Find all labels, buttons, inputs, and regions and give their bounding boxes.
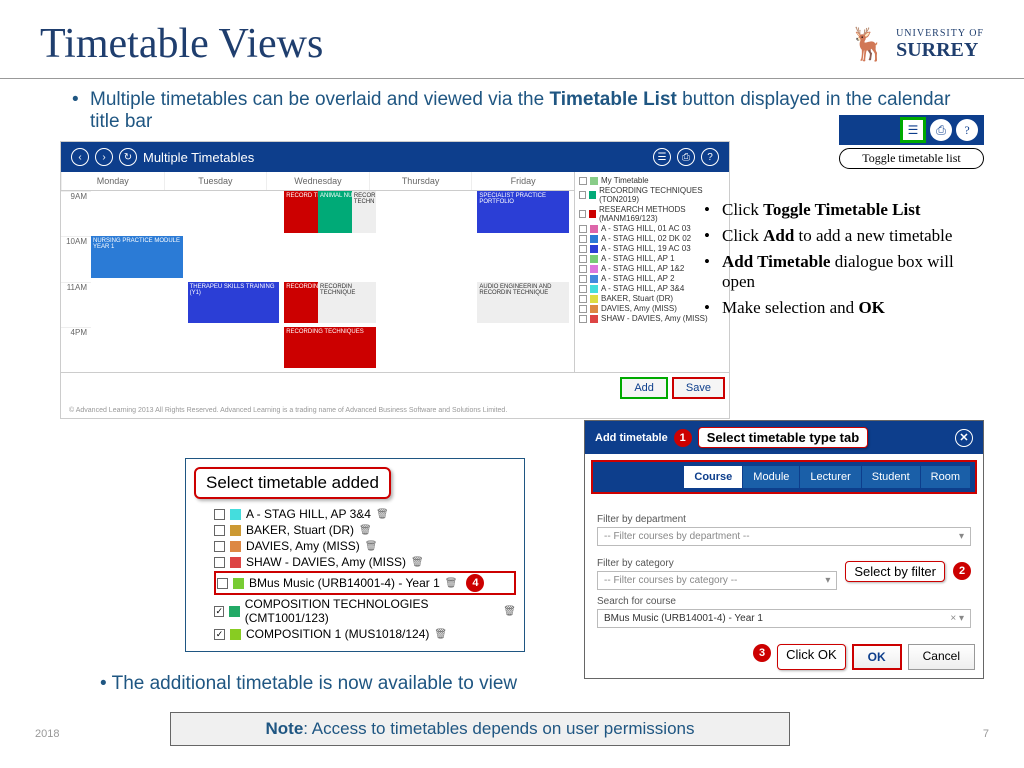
print-icon[interactable]: ⎙ xyxy=(677,148,695,166)
search-course-label: Search for course xyxy=(597,596,971,607)
copyright-text: © Advanced Learning 2013 All Rights Rese… xyxy=(61,403,729,418)
day-header: Friday xyxy=(471,172,574,190)
time-label: 11AM xyxy=(61,282,91,327)
instruction-step: Click Add to add a new timetable xyxy=(704,226,984,246)
step-badge-1: 1 xyxy=(674,429,692,447)
timetable-list-item[interactable]: BAKER, Stuart (DR) 🗑 xyxy=(214,523,516,537)
instruction-step: Add Timetable dialogue box will open xyxy=(704,252,984,292)
dialog-tabs: CourseModuleLecturerStudentRoom xyxy=(591,460,977,494)
day-header: Monday xyxy=(61,172,164,190)
dialog-tab-lecturer[interactable]: Lecturer xyxy=(800,466,861,488)
select-added-panel: Select timetable added A - STAG HILL, AP… xyxy=(185,458,525,652)
timetable-list-item[interactable]: ✓COMPOSITION 1 (MUS1018/124) 🗑 xyxy=(214,627,516,641)
cancel-button[interactable]: Cancel xyxy=(908,644,975,670)
bottom-bullet: The additional timetable is now availabl… xyxy=(100,673,517,695)
nav-prev-icon[interactable]: ‹ xyxy=(71,148,89,166)
calendar-event[interactable]: RECORDIN TECHNIQUE xyxy=(318,282,376,324)
annot-click-ok: Click OK xyxy=(777,644,846,670)
nav-next-icon[interactable]: › xyxy=(95,148,113,166)
calendar-event[interactable]: SPECIALIST PRACTICE PORTFOLIO xyxy=(477,191,569,233)
calendar-event[interactable]: AUDIO ENGINEERIN AND RECORDIN TECHNIQUE xyxy=(477,282,569,324)
print-icon[interactable]: ⎙ xyxy=(930,119,952,141)
toggle-tooltip: Toggle timetable list xyxy=(839,148,984,169)
trash-icon[interactable]: 🗑 xyxy=(434,629,447,640)
surrey-logo: 🦌 UNIVERSITY OF SURREY xyxy=(848,25,984,63)
close-icon[interactable]: ✕ xyxy=(955,429,973,447)
instruction-steps: Click Toggle Timetable List Click Add to … xyxy=(704,200,984,324)
search-course-input[interactable]: BMus Music (URB14001-4) - Year 1× ▾ xyxy=(597,609,971,628)
footer-year: 2018 xyxy=(35,728,59,740)
help-icon[interactable]: ? xyxy=(956,119,978,141)
timetable-list-item[interactable]: BMus Music (URB14001-4) - Year 1 🗑4 xyxy=(214,571,516,595)
trash-icon[interactable]: 🗑 xyxy=(411,557,424,568)
logo-name: SURREY xyxy=(896,39,984,61)
timetable-list-item[interactable]: A - STAG HILL, AP 3&4 🗑 xyxy=(214,507,516,521)
select-added-label: Select timetable added xyxy=(194,467,391,499)
toggle-list-icon[interactable]: ☰ xyxy=(900,117,926,143)
dialog-tab-student[interactable]: Student xyxy=(862,466,921,488)
calendar-event[interactable]: RECORD TECHN xyxy=(352,191,376,233)
annot-select-filter: Select by filter xyxy=(845,561,945,582)
filter-cat-label: Filter by category xyxy=(597,558,837,569)
save-button[interactable]: Save xyxy=(672,377,725,399)
calendar-event[interactable]: RECORDING TECHNIQUES xyxy=(284,327,376,369)
help-icon[interactable]: ? xyxy=(701,148,719,166)
dialog-tab-room[interactable]: Room xyxy=(921,466,971,488)
filter-dept-label: Filter by department xyxy=(597,514,971,525)
list-icon[interactable]: ☰ xyxy=(653,148,671,166)
calendar-screenshot: ‹ › ↻ Multiple Timetables ☰ ⎙ ? MondayTu… xyxy=(60,141,730,419)
day-header: Wednesday xyxy=(266,172,369,190)
timetable-list-item[interactable]: SHAW - DAVIES, Amy (MISS) 🗑 xyxy=(214,555,516,569)
ok-button[interactable]: OK xyxy=(852,644,902,670)
page-title: Timetable Views xyxy=(40,20,323,68)
calendar-title: Multiple Timetables xyxy=(143,150,254,165)
step-badge-3: 3 xyxy=(753,644,771,662)
annot-select-tab: Select timetable type tab xyxy=(698,427,868,448)
day-header: Tuesday xyxy=(164,172,267,190)
trash-icon[interactable]: 🗑 xyxy=(359,525,372,536)
nav-refresh-icon[interactable]: ↻ xyxy=(119,148,137,166)
trash-icon[interactable]: 🗑 xyxy=(503,606,516,617)
day-header: Thursday xyxy=(369,172,472,190)
add-button[interactable]: Add xyxy=(620,377,668,399)
toggle-widget: ☰ ⎙ ? Toggle timetable list xyxy=(839,115,984,169)
deer-icon: 🦌 xyxy=(848,25,888,63)
trash-icon[interactable]: 🗑 xyxy=(365,541,378,552)
footer-page: 7 xyxy=(983,728,989,740)
logo-university: UNIVERSITY OF xyxy=(896,28,984,39)
timetable-list-item[interactable]: ✓COMPOSITION TECHNOLOGIES (CMT1001/123) … xyxy=(214,597,516,625)
timetable-list-item[interactable]: DAVIES, Amy (MISS) 🗑 xyxy=(214,539,516,553)
dialog-tab-course[interactable]: Course xyxy=(684,466,743,488)
dialog-title: Add timetable xyxy=(595,432,668,444)
time-label: 10AM xyxy=(61,236,91,281)
legend-item[interactable]: My Timetable xyxy=(579,176,725,185)
add-timetable-dialog: Add timetable 1 Select timetable type ta… xyxy=(584,420,984,679)
trash-icon[interactable]: 🗑 xyxy=(376,509,389,520)
time-label: 9AM xyxy=(61,191,91,236)
filter-cat-select[interactable]: -- Filter courses by category --▾ xyxy=(597,571,837,590)
instruction-step: Click Toggle Timetable List xyxy=(704,200,984,220)
calendar-event[interactable]: THERAPEU SKILLS TRAINING (Y1) xyxy=(188,282,280,324)
dialog-tab-module[interactable]: Module xyxy=(743,466,800,488)
note-box: Note: Access to timetables depends on us… xyxy=(170,712,790,746)
time-label: 4PM xyxy=(61,327,91,372)
filter-dept-select[interactable]: -- Filter courses by department --▾ xyxy=(597,527,971,546)
calendar-event[interactable]: NURSING PRACTICE MODULE YEAR 1 xyxy=(91,236,183,278)
trash-icon[interactable]: 🗑 xyxy=(445,578,458,589)
step-badge-2: 2 xyxy=(953,562,971,580)
calendar-header: ‹ › ↻ Multiple Timetables ☰ ⎙ ? xyxy=(61,142,729,172)
instruction-step: Make selection and OK xyxy=(704,298,984,318)
